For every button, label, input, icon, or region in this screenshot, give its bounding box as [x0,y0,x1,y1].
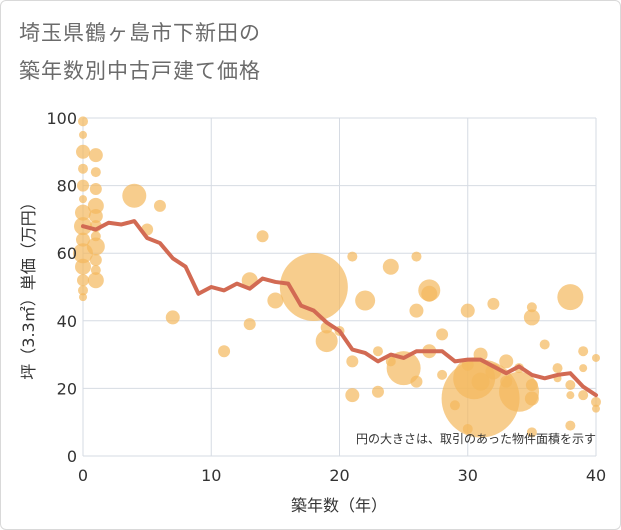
x-tick-label: 20 [329,466,349,485]
x-tick-label: 10 [201,466,221,485]
bubble-point [77,274,89,287]
x-tick-label: 30 [458,466,478,485]
bubble-point [437,369,448,380]
y-tick-label: 80 [57,177,77,196]
bubble-point [78,116,88,127]
bubble-point [218,345,231,358]
bubble-point [499,354,514,369]
bubble-point [87,197,104,214]
bubble-point [256,230,269,243]
bubble-point [371,385,384,398]
bubble-point [76,144,90,159]
bubble-point [89,182,102,195]
bubble-point [382,258,399,275]
x-tick-label: 0 [78,466,88,485]
bubble-point [539,339,550,350]
bubble-point [79,130,87,139]
bubble-point [524,391,539,406]
bubble-point [346,355,359,368]
bubble-point [460,303,475,318]
x-tick-label: 40 [586,466,606,485]
chart-title-line-2: 築年数別中古戸建て価格 [19,59,261,83]
bubble-point [87,272,104,289]
x-axis-title: 築年数（年） [291,496,387,515]
bubble-point [78,163,88,174]
bubble-point [487,297,500,310]
bubble-point [77,179,89,192]
bubble-point [90,265,101,276]
bubble-point [267,292,284,309]
bubble-point [591,396,601,407]
y-tick-label: 60 [57,244,77,263]
bubble-point [88,209,103,224]
bubble-size-note: 円の大きさは、取引のあった物件面積を示す [356,431,596,446]
bubble-point [471,372,490,391]
average-price-line [81,219,598,398]
axis-ticks: 0 20 40 60 80 100 0 10 20 30 40 [46,109,606,485]
bubble-point [347,251,358,262]
bubble-point [315,330,338,353]
bubble-point [153,199,166,212]
bubble-point [79,293,87,302]
bubble-point [566,391,575,400]
bubble-point [565,420,576,431]
bubble-point [345,388,360,403]
bubble-point [355,290,376,311]
bubble-point [557,284,584,311]
bubble-point [122,183,147,208]
y-axis-title: 坪（3.3㎡）単価（万円） [19,194,38,379]
bubble-point [372,346,383,357]
bubble-point [592,353,600,362]
bubble-point [76,232,90,247]
bubble-point [88,148,103,163]
y-tick-label: 40 [57,312,77,331]
bubble-point [552,363,563,374]
bubble-point [436,328,449,341]
bubble-point [592,404,600,413]
bubble-point [421,285,438,302]
chart-title-line-1: 埼玉県鶴ヶ島市下新田の [19,21,261,45]
bubble-point [410,375,423,388]
bubble-point [579,364,588,373]
bubble-point [441,359,520,438]
bubble-point [75,204,91,221]
bubble-point [526,302,537,313]
bubble-point [411,251,422,262]
bubble-point [523,309,540,326]
bubble-point [79,195,87,204]
average-line-series [81,219,598,398]
bubble-point [526,427,537,438]
y-tick-label: 100 [46,109,77,128]
bubble-point [165,310,180,325]
bubble-point [75,258,91,275]
bubble-point [386,351,421,386]
bubble-point [243,318,256,331]
bubble-point [409,303,424,318]
bubble-point [78,285,88,296]
bubble-point [89,253,102,266]
y-tick-label: 0 [67,447,77,466]
bubble-point [525,379,538,392]
bubble-point [90,167,101,178]
bubble-point [565,380,576,391]
bubble-point [578,390,589,401]
bubble-point [279,253,348,321]
bubble-point [86,237,105,256]
y-tick-label: 20 [57,379,77,398]
bubble-point [578,346,589,357]
